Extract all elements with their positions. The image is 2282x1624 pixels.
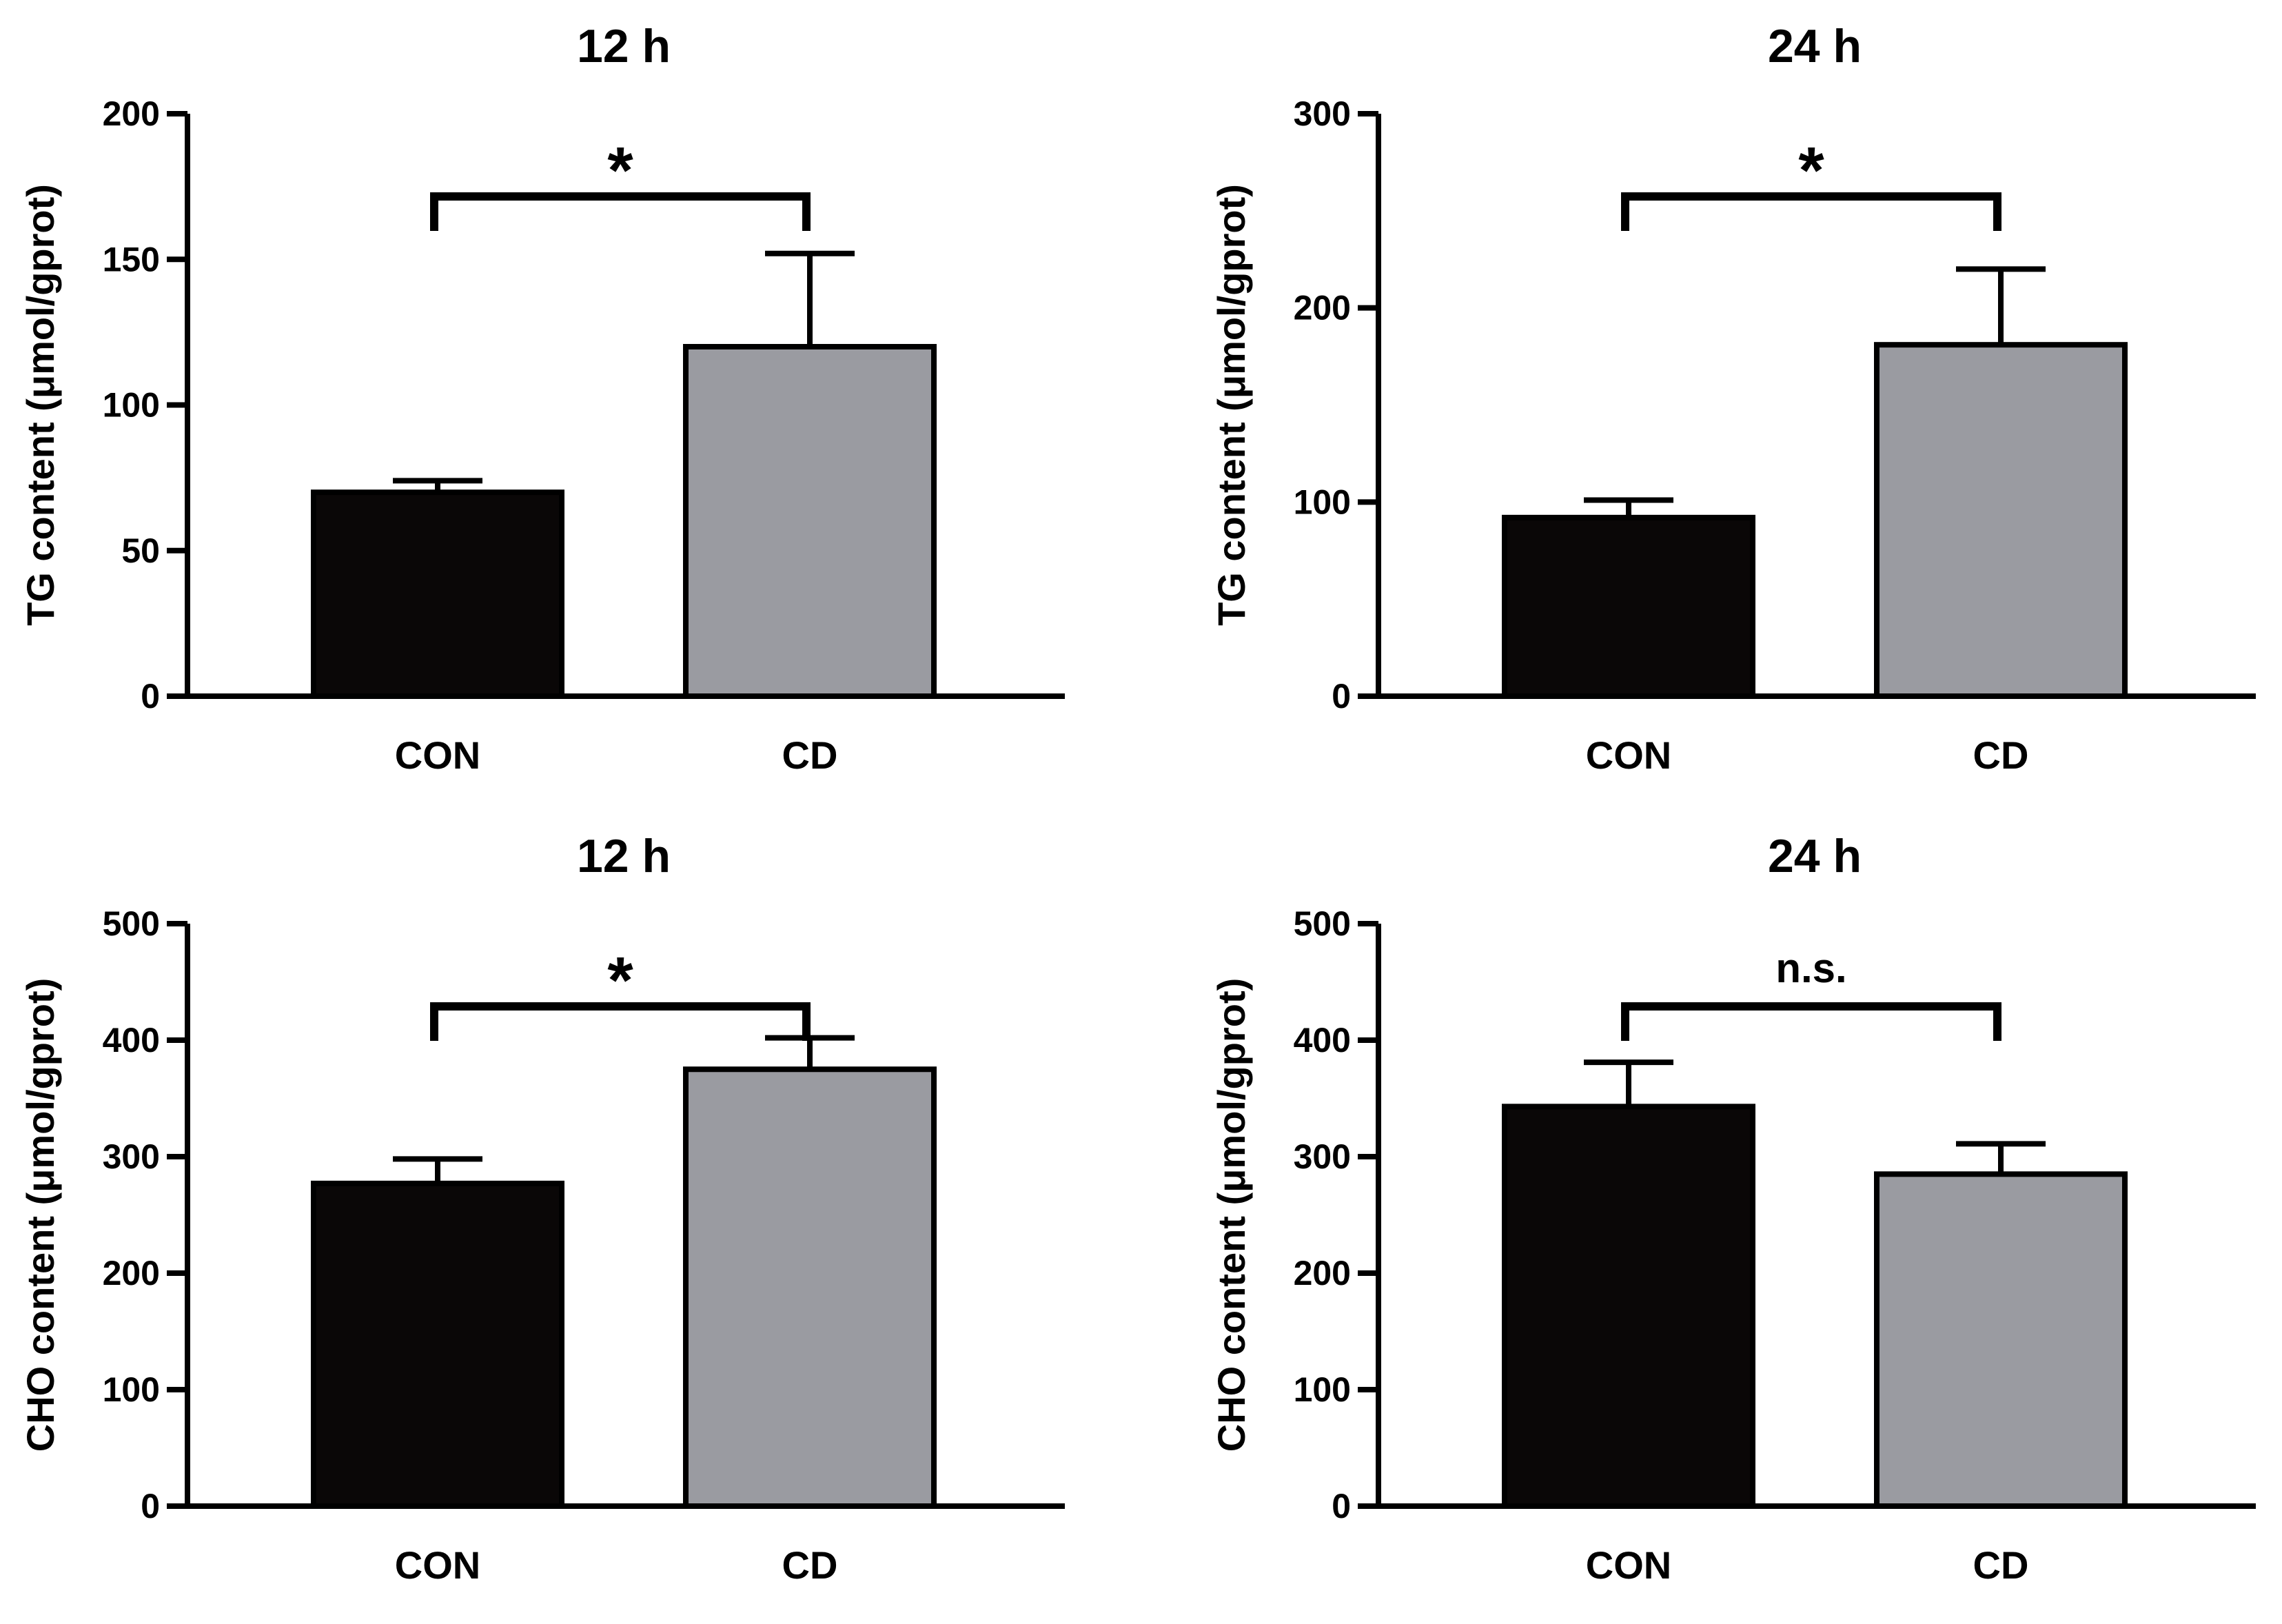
x-tick-label: CD — [782, 1543, 838, 1587]
y-tick-label: 200 — [103, 94, 160, 133]
y-tick-label: 200 — [1294, 289, 1351, 327]
y-tick-label: 100 — [1294, 1370, 1351, 1409]
significance-bracket — [430, 1002, 811, 1041]
significance-label: * — [1798, 134, 1824, 207]
panel-tg-24h: 24 h TG content (μmol/gprot) 0 100 200 300 CON… — [1191, 0, 2280, 813]
y-tick-label: 150 — [103, 240, 160, 278]
panel-tg-12h: 12 h TG content (μmol/gprot) 0 50 100 150 200 C… — [0, 0, 1141, 813]
chart-title: 12 h — [577, 830, 671, 882]
x-tick-label: CON — [1586, 733, 1671, 777]
chart-tg-24h: 24 h TG content (μmol/gprot) 0 100 200 300 CON… — [1210, 20, 2256, 777]
chart-cho-24h: 24 h CHO content (μmol/gprot) 0 100 200 300 40… — [1210, 830, 2256, 1587]
chart-title: 24 h — [1768, 20, 1862, 72]
significance-label: n.s. — [1775, 945, 1846, 991]
x-tick-label: CD — [1973, 733, 2029, 777]
significance-label: * — [607, 134, 633, 207]
chart-tg-12h: 12 h TG content (μmol/gprot) 0 50 100 150 200 C… — [19, 20, 1065, 777]
chart-title: 24 h — [1768, 830, 1862, 882]
bar-con — [311, 489, 564, 699]
y-tick-label: 0 — [141, 677, 160, 715]
bar-con — [1502, 1104, 1755, 1509]
significance-bracket — [1621, 192, 2001, 231]
y-tick-label: 0 — [1332, 1487, 1351, 1525]
bar-cd — [683, 1066, 937, 1509]
chart-title: 12 h — [577, 20, 671, 72]
y-tick-label: 100 — [103, 386, 160, 425]
x-tick-label: CD — [1973, 1543, 2029, 1587]
bar-cd — [1874, 342, 2128, 699]
significance-bracket — [1621, 1002, 2001, 1041]
y-axis-label: CHO content (μmol/gprot) — [1210, 978, 1253, 1452]
x-tick-label: CON — [395, 733, 480, 777]
y-tick-label: 300 — [1294, 1137, 1351, 1176]
panel-cho-24h: 24 h CHO content (μmol/gprot) 0 100 200 300 40… — [1191, 810, 2280, 1624]
y-tick-label: 0 — [1332, 677, 1351, 715]
panel-cho-12h: 12 h CHO content (μmol/gprot) 0 100 200 300 40… — [0, 810, 1141, 1624]
significance-label: * — [607, 944, 633, 1017]
x-tick-label: CON — [395, 1543, 480, 1587]
y-tick-label: 500 — [103, 904, 160, 943]
chart-cho-12h: 12 h CHO content (μmol/gprot) 0 100 200 300 40… — [19, 830, 1065, 1587]
y-tick-label: 400 — [1294, 1021, 1351, 1059]
bar-cd — [1874, 1171, 2128, 1509]
y-tick-label: 200 — [1294, 1254, 1351, 1292]
bar-con — [311, 1180, 564, 1509]
y-tick-label: 300 — [103, 1137, 160, 1176]
y-axis-label: TG content (μmol/gprot) — [1210, 184, 1253, 626]
significance-bracket — [430, 192, 811, 231]
bar-con — [1502, 514, 1755, 699]
y-tick-label: 400 — [103, 1021, 160, 1059]
y-tick-label: 0 — [141, 1487, 160, 1525]
y-axis-label: TG content (μmol/gprot) — [19, 184, 62, 626]
y-tick-label: 50 — [121, 531, 160, 570]
x-tick-label: CON — [1586, 1543, 1671, 1587]
y-tick-label: 200 — [103, 1254, 160, 1292]
y-axis-label: CHO content (μmol/gprot) — [19, 978, 62, 1452]
y-tick-label: 300 — [1294, 94, 1351, 133]
x-tick-label: CD — [782, 733, 838, 777]
y-tick-label: 100 — [103, 1370, 160, 1409]
y-tick-label: 500 — [1294, 904, 1351, 943]
bar-cd — [683, 344, 937, 699]
y-tick-label: 100 — [1294, 483, 1351, 521]
